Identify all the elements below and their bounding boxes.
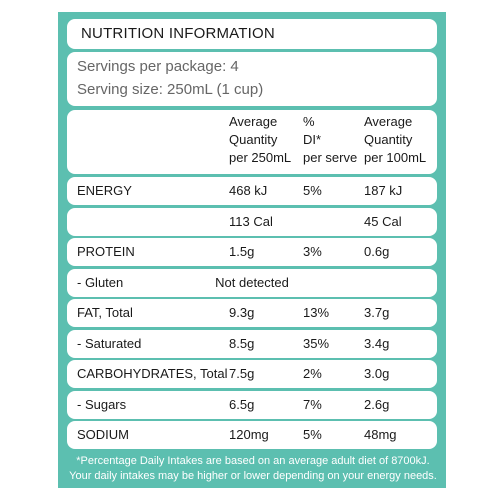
table-row-fat: FAT, Total 9.3g 13% 3.7g	[67, 299, 437, 327]
servings-per-package: Servings per package: 4	[77, 58, 239, 75]
nutrition-panel: NUTRITION INFORMATION Servings per packa…	[58, 12, 446, 488]
row-daily-intake: 2%	[303, 366, 322, 381]
footnote-line-1: *Percentage Daily Intakes are based on a…	[76, 454, 430, 467]
table-row-saturated: - Saturated 8.5g 35% 3.4g	[67, 329, 437, 358]
row-daily-intake: 35%	[303, 335, 330, 351]
row-per-serve: 7.5g	[229, 366, 255, 381]
row-per-100ml: 0.6g	[364, 244, 390, 259]
row-daily-intake: 3%	[303, 244, 322, 259]
table-row-energy-cal: 113 Cal 45 Cal	[67, 207, 437, 236]
row-per-serve: 468 kJ	[229, 183, 268, 198]
row-per-100ml: 45 Cal	[364, 213, 402, 229]
row-per-100ml: 3.4g	[364, 335, 390, 351]
panel-title: NUTRITION INFORMATION	[81, 25, 275, 42]
header-per-serve: Average Quantity per 250mL	[229, 114, 292, 165]
row-label: SODIUM	[77, 427, 129, 442]
row-label: CARBOHYDRATES, Total	[77, 366, 228, 381]
row-per-serve: 113 Cal	[229, 213, 273, 229]
row-per-100ml: 3.0g	[364, 366, 390, 381]
row-merged-value: Not detected	[215, 274, 289, 290]
row-per-serve: 9.3g	[229, 305, 255, 320]
title-box: NUTRITION INFORMATION	[67, 19, 437, 49]
table-row-carbohydrates: CARBOHYDRATES, Total 7.5g 2% 3.0g	[67, 360, 437, 388]
row-label: PROTEIN	[77, 244, 135, 259]
table-row-sugars: - Sugars 6.5g 7% 2.6g	[67, 390, 437, 419]
table-row-gluten: - Gluten Not detected	[67, 268, 437, 297]
row-per-serve: 1.5g	[229, 244, 255, 259]
row-label: ENERGY	[77, 183, 132, 198]
row-daily-intake: 7%	[303, 396, 322, 412]
footnote: *Percentage Daily Intakes are based on a…	[64, 454, 442, 484]
footnote-line-2: Your daily intakes may be higher or lowe…	[69, 469, 437, 482]
servings-box: Servings per package: 4 Serving size: 25…	[67, 52, 437, 106]
row-label: - Gluten	[77, 274, 124, 290]
row-per-serve: 8.5g	[229, 335, 255, 351]
row-per-serve: 120mg	[229, 427, 269, 442]
table-row-sodium: SODIUM 120mg 5% 48mg	[67, 421, 437, 449]
row-daily-intake: 13%	[303, 305, 330, 320]
row-label: - Sugars	[77, 396, 127, 412]
table-header: Average Quantity per 250mL % DI* per ser…	[67, 110, 437, 174]
row-daily-intake: 5%	[303, 183, 322, 198]
row-label: FAT, Total	[77, 305, 133, 320]
serving-size: Serving size: 250mL (1 cup)	[77, 81, 264, 98]
row-label: - Saturated	[77, 335, 142, 351]
row-per-serve: 6.5g	[229, 396, 255, 412]
row-per-100ml: 3.7g	[364, 305, 390, 320]
row-per-100ml: 2.6g	[364, 396, 390, 412]
row-daily-intake: 5%	[303, 427, 322, 442]
header-daily-intake: % DI* per serve	[303, 114, 358, 165]
header-per-100ml: Average Quantity per 100mL	[364, 114, 427, 165]
row-per-100ml: 48mg	[364, 427, 397, 442]
table-row-energy: ENERGY 468 kJ 5% 187 kJ	[67, 177, 437, 205]
row-per-100ml: 187 kJ	[364, 183, 403, 198]
table-row-protein: PROTEIN 1.5g 3% 0.6g	[67, 238, 437, 266]
